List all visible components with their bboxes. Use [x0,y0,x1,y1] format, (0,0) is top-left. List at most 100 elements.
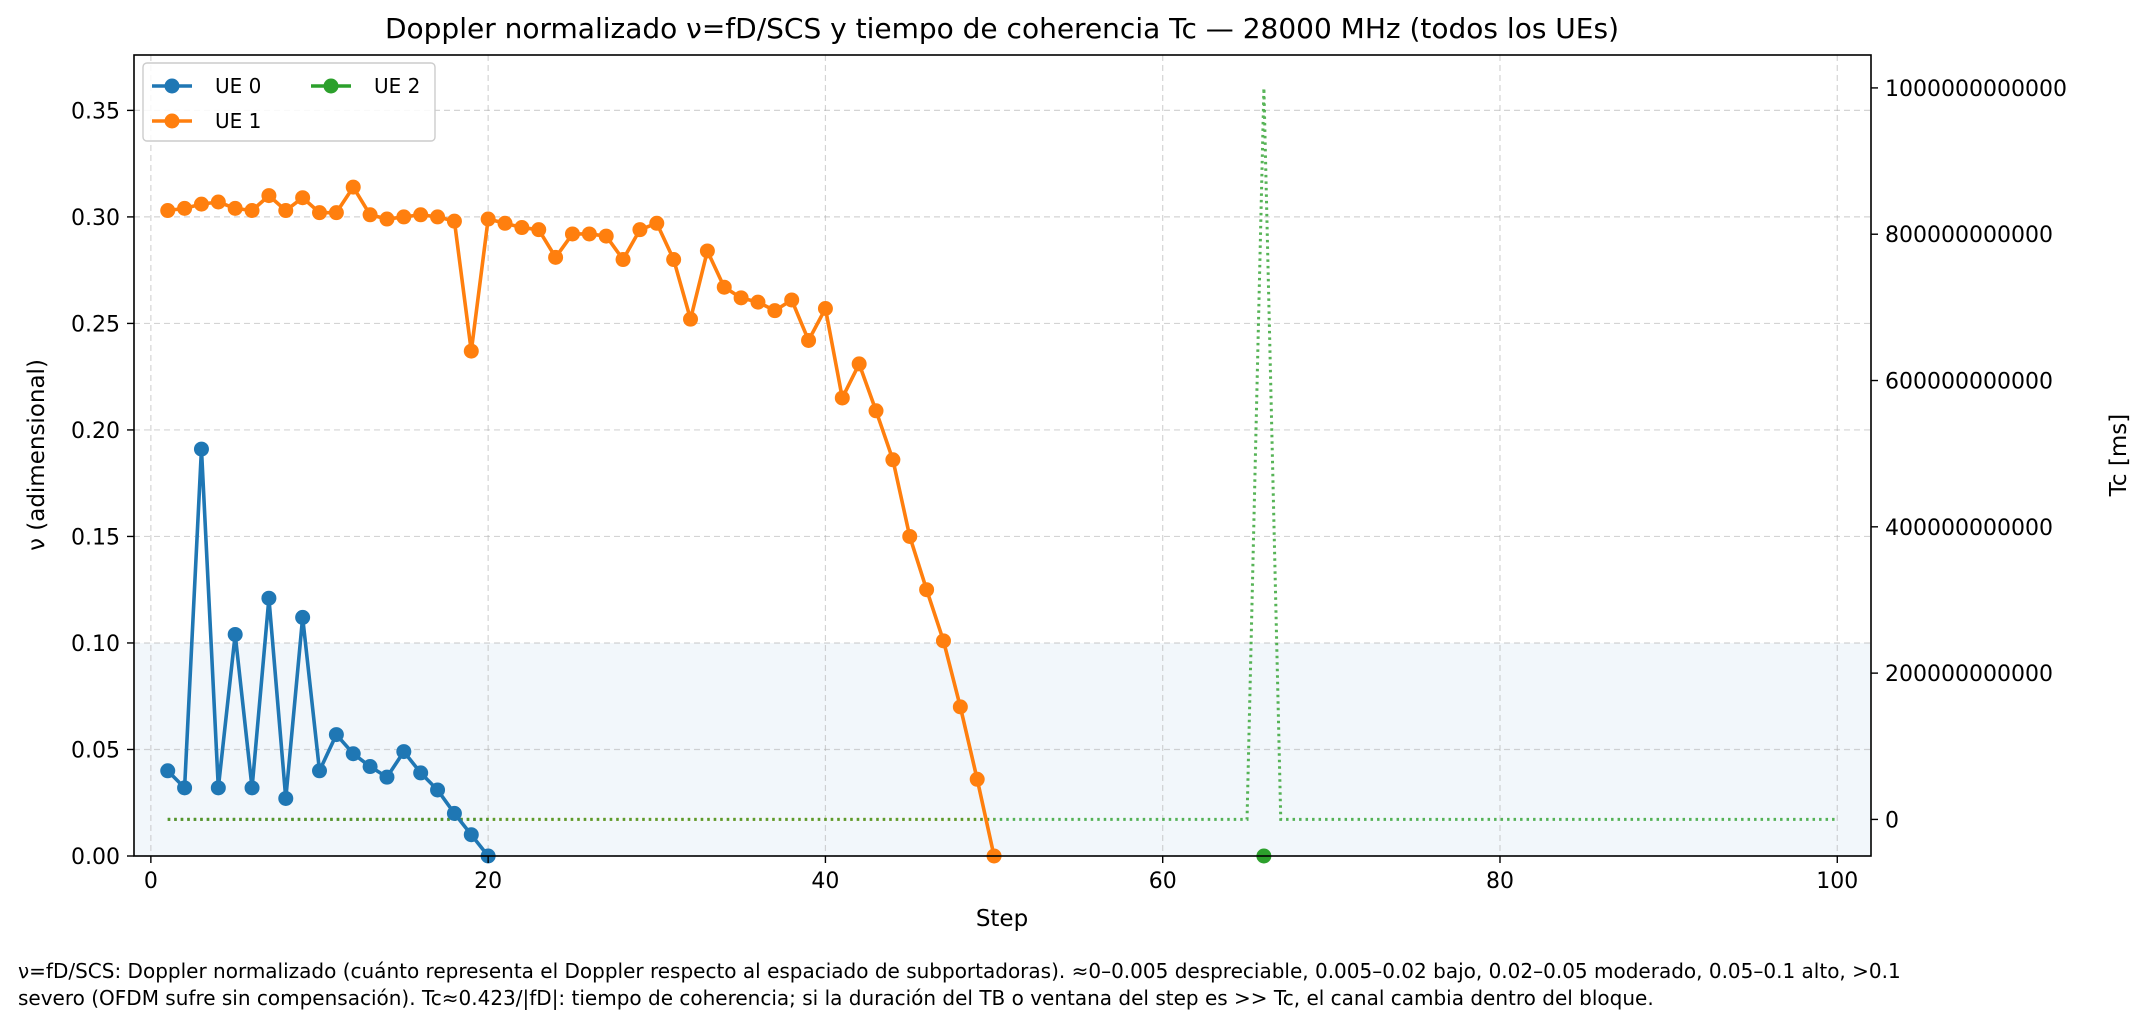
x-tick-label: 80 [1486,869,1514,894]
data-point-ue1 [328,205,344,221]
data-point-ue0 [261,590,277,606]
data-point-ue1 [480,211,496,227]
x-tick-label: 0 [144,869,158,894]
data-point-ue1 [278,203,294,219]
data-point-ue1 [716,279,732,295]
x-tick-label: 20 [474,869,502,894]
plot-frame [133,54,1872,857]
data-point-ue1 [210,194,226,210]
data-point-ue1 [413,207,429,223]
grid-layer [134,55,1871,857]
data-point-ue1 [548,249,564,265]
y-tick-label: 0.20 [71,419,120,444]
data-point-ue0 [396,744,412,760]
data-point-ue1 [683,311,699,327]
legend-entry-ue1: UE 1 [152,109,261,133]
data-point-ue0 [210,780,226,796]
data-point-ue1 [885,452,901,468]
y-tick-label: 0.10 [71,632,120,657]
data-point-ue1 [379,211,395,227]
legend-label-ue1: UE 1 [215,109,261,133]
y-tick-label: 0.05 [71,738,120,763]
data-point-ue1 [345,179,361,195]
data-point-ue1 [801,332,817,348]
series-ue0 [160,441,496,864]
data-point-ue0 [446,805,462,821]
data-point-ue1 [177,200,193,216]
y-right-tick-label: 400000000000 [1885,516,2053,541]
data-point-ue1 [193,196,209,212]
chart-title: Doppler normalizado ν=fD/SCS y tiempo de… [385,12,1619,45]
data-point-ue1 [750,294,766,310]
legend: UE 0 UE 1 UE 2 [142,62,436,142]
data-point-ue1 [396,209,412,225]
caption-line-2: severo (OFDM sufre sin compensación). Tc… [18,986,1654,1010]
data-point-ue1 [666,252,682,268]
y-tick-label: 0.15 [71,525,120,550]
data-point-ue1 [699,243,715,259]
data-point-ue1 [312,205,328,221]
x-axis-ticks: 0 20 40 60 80 100 [144,856,1858,894]
y-tick-label: 0.00 [71,845,120,870]
x-axis-label: Step [976,906,1028,932]
legend-label-ue2: UE 2 [374,74,420,98]
data-point-ue0 [227,626,243,642]
data-point-ue1 [868,403,884,419]
y-axis-label: ν (adimensional) [24,359,50,551]
legend-marker-ue0 [164,78,180,94]
data-point-ue1 [784,292,800,308]
y-right-tick-label: 0 [1885,808,1899,833]
y-tick-label: 0.35 [71,99,120,124]
data-point-ue0 [379,769,395,785]
data-point-ue0 [177,780,193,796]
legend-marker-ue2 [323,78,339,94]
legend-box [142,62,436,142]
data-point-ue0 [312,763,328,779]
y-right-tick-label: 1000000000000 [1885,77,2067,102]
data-point-ue1 [649,215,665,231]
data-point-ue1 [463,343,479,359]
data-point-ue1 [244,203,260,219]
x-tick-label: 60 [1149,869,1177,894]
data-point-ue0 [413,765,429,781]
data-point-ue1 [446,213,462,229]
data-point-ue0 [295,609,311,625]
y-right-tick-label: 600000000000 [1885,370,2053,395]
legend-label-ue0: UE 0 [215,74,261,98]
data-point-ue0 [463,827,479,843]
data-point-ue1 [598,228,614,244]
data-point-ue1 [851,356,867,372]
data-point-ue1 [834,390,850,406]
data-point-ue1 [969,771,985,787]
data-point-ue1 [767,303,783,319]
x-tick-label: 100 [1816,869,1858,894]
caption-line-1: ν=fD/SCS: Doppler normalizado (cuánto re… [18,959,1901,983]
data-point-ue0 [345,746,361,762]
y-tick-label: 0.30 [71,206,120,231]
data-point-ue0 [244,780,260,796]
y-right-tick-label: 800000000000 [1885,223,2053,248]
data-point-ue0 [362,759,378,775]
x-tick-label: 40 [811,869,839,894]
y-tick-label: 0.25 [71,312,120,337]
data-point-ue1 [295,190,311,206]
data-point-ue0 [430,782,446,798]
data-point-ue1 [902,528,918,544]
data-point-ue1 [227,200,243,216]
data-point-ue1 [581,226,597,242]
data-point-ue1 [261,188,277,204]
data-point-ue1 [362,207,378,223]
legend-marker-ue1 [164,113,180,129]
data-point-ue0 [328,727,344,743]
data-point-ue1 [497,215,513,231]
y-right-axis-ticks: 0 200000000000 400000000000 600000000000 800… [1871,77,2067,833]
data-point-ue1 [935,633,951,649]
data-point-ue1 [514,220,530,236]
series-ue1 [160,179,1002,864]
data-point-ue1 [615,252,631,268]
y-right-tick-label: 200000000000 [1885,662,2053,687]
figure-caption: ν=fD/SCS: Doppler normalizado (cuánto re… [18,958,2143,1012]
data-point-ue1 [430,209,446,225]
data-point-ue1 [160,203,176,219]
data-point-ue1 [531,222,547,238]
